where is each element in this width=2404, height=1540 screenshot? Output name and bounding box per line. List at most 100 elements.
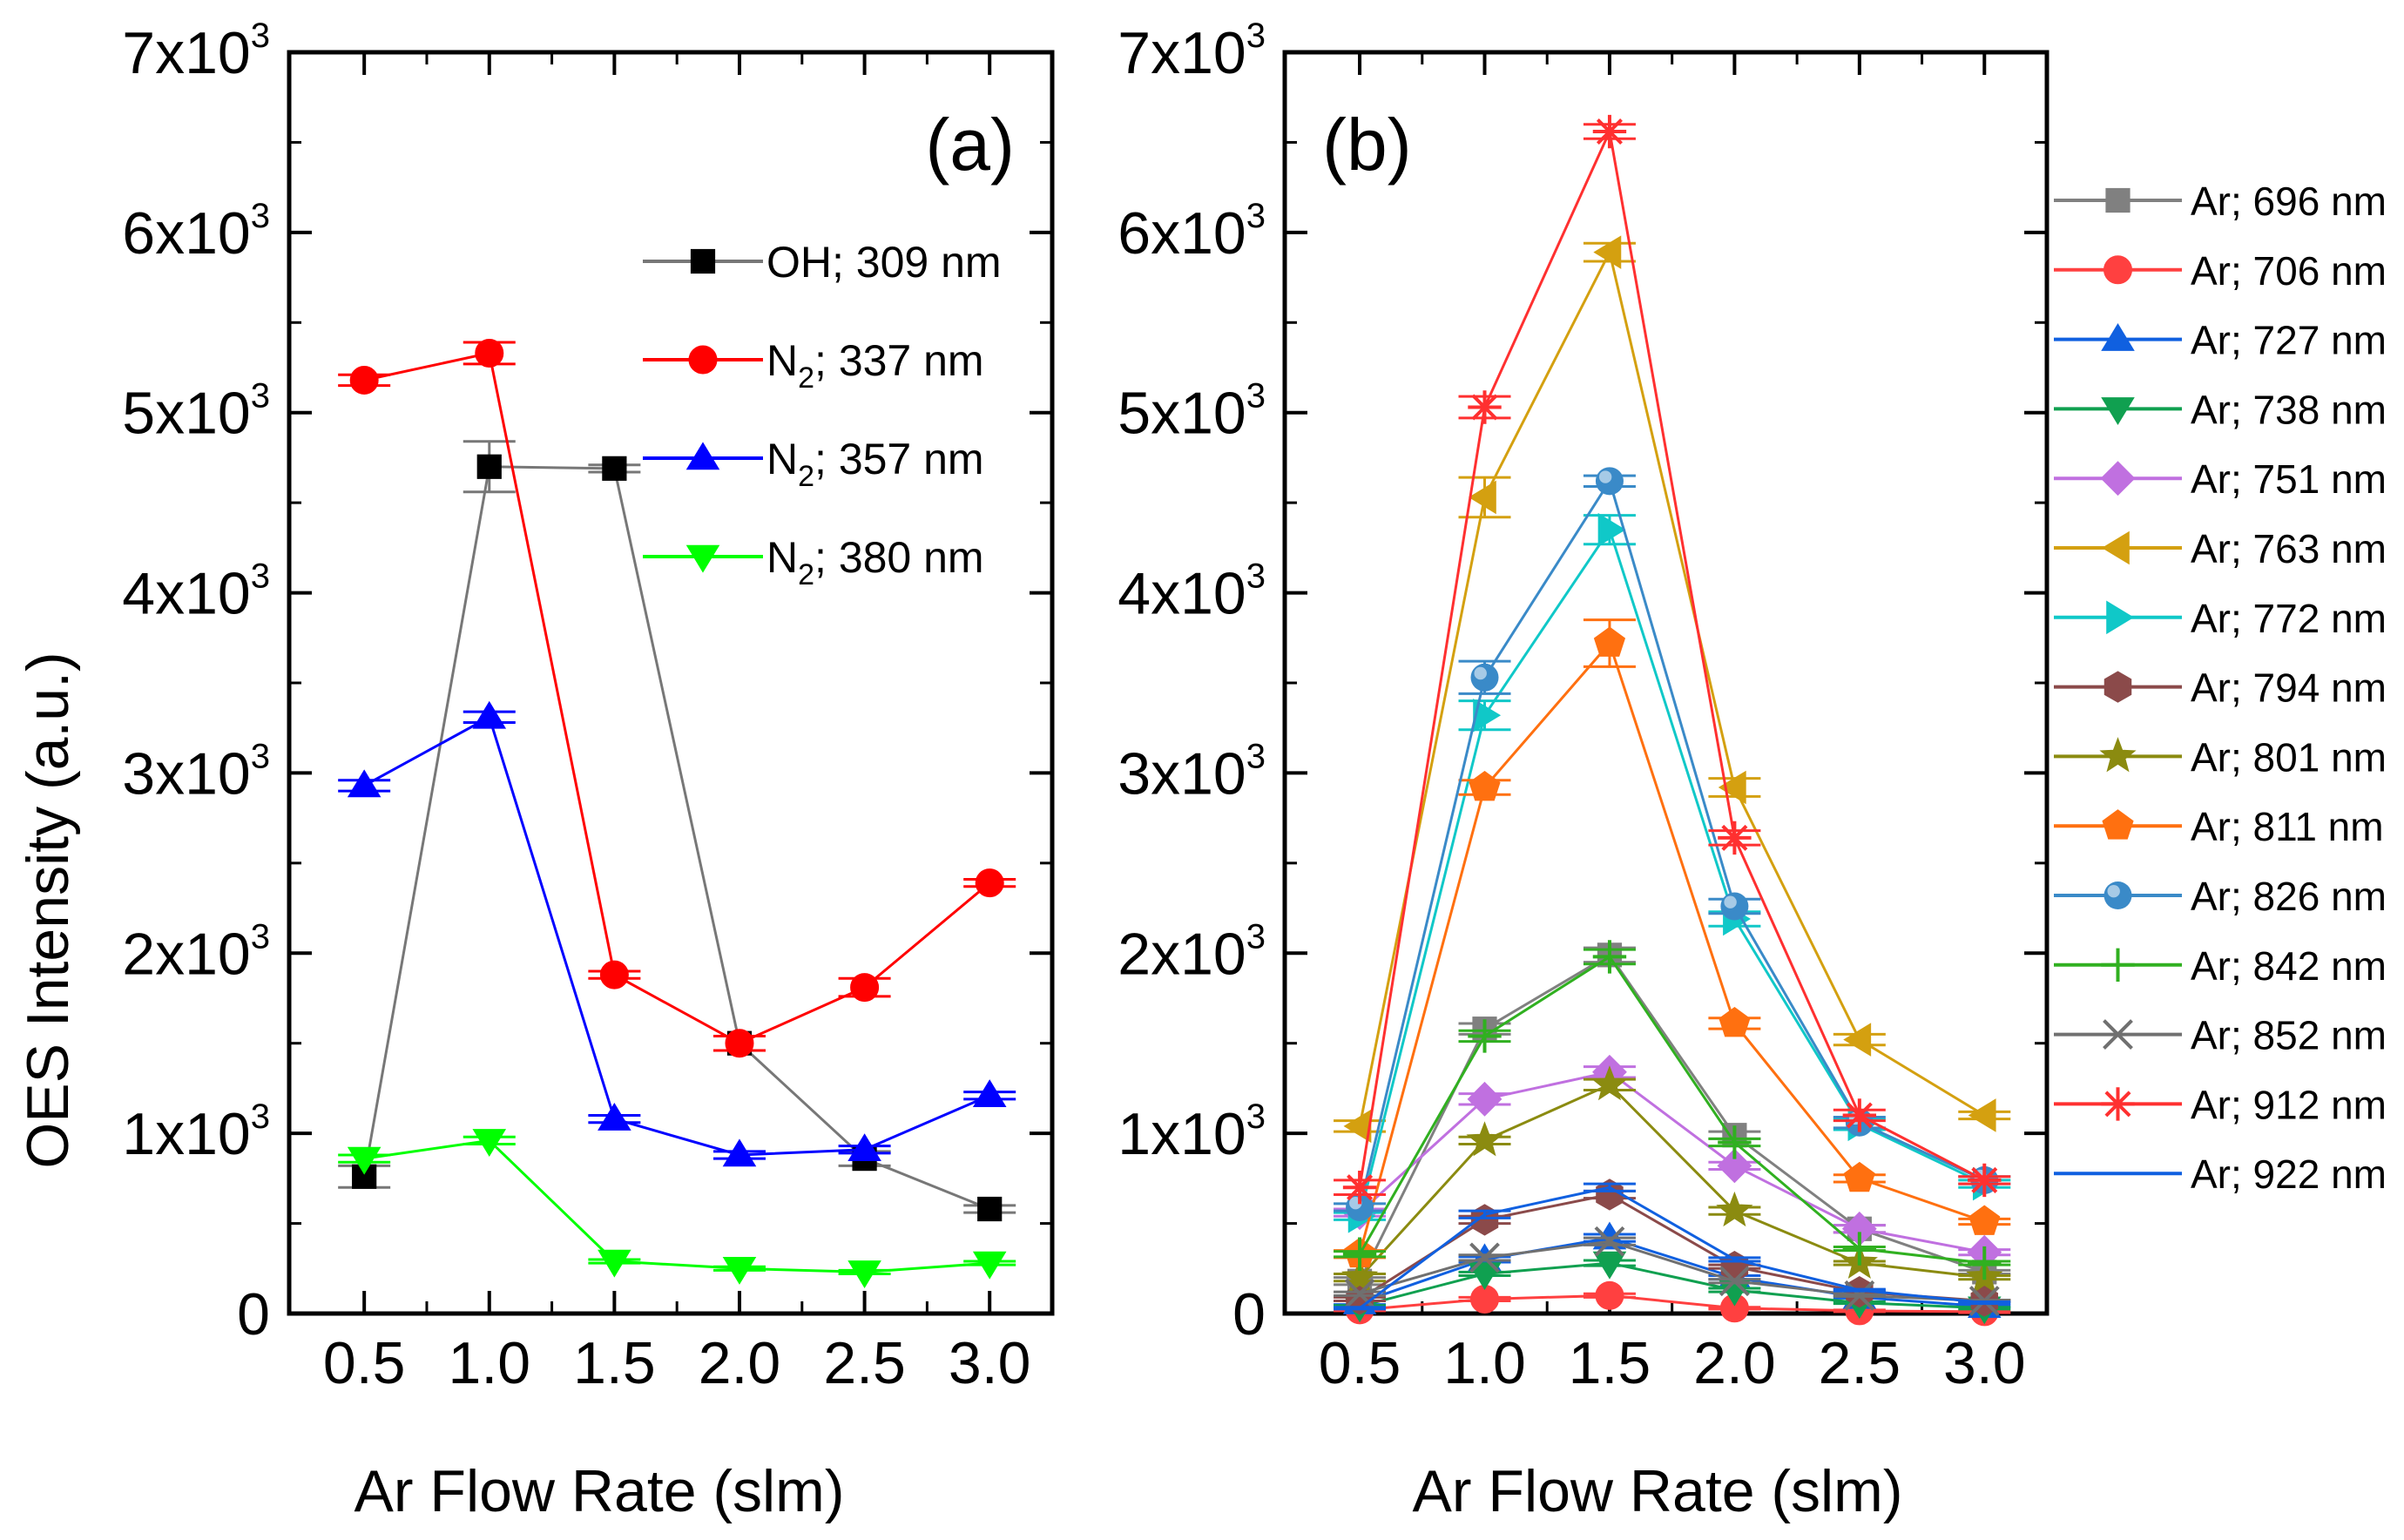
data-point xyxy=(1468,1019,1502,1053)
data-point xyxy=(847,1133,881,1162)
data-point xyxy=(1594,1226,1625,1257)
legend-marker xyxy=(2100,461,2136,496)
x-tick-label: 1.5 xyxy=(1569,1330,1651,1396)
data-point xyxy=(1342,1237,1377,1271)
legend-b: Ar; 696 nm Ar; 706 nm Ar; 727 nm Ar; 738 nm… xyxy=(2054,179,2387,1197)
data-point xyxy=(1342,1171,1377,1205)
data-point xyxy=(472,700,507,729)
data-point xyxy=(1468,480,1496,515)
legend-label: Ar; 922 nm xyxy=(2191,1152,2387,1197)
legend-marker xyxy=(685,442,720,470)
x-tick-label: 0.5 xyxy=(1319,1330,1401,1396)
y-axis-title: OES Intensity (a.u.) xyxy=(15,652,81,1168)
data-point xyxy=(1717,1148,1752,1184)
x-tick-label: 2.5 xyxy=(1819,1330,1901,1396)
data-point xyxy=(1718,770,1746,805)
data-point xyxy=(1597,512,1626,547)
y-tick-label: 0 xyxy=(1232,1281,1266,1348)
data-point xyxy=(1844,1280,1875,1311)
data-point xyxy=(847,1260,881,1288)
legend-label: Ar; 811 nm xyxy=(2191,804,2384,849)
legend-marker xyxy=(2099,737,2137,773)
y-tick-label: 1x103 xyxy=(122,1098,270,1167)
data-point xyxy=(1968,1098,1996,1132)
data-point xyxy=(722,1256,757,1285)
data-point xyxy=(977,1196,1003,1222)
legend-label: Ar; 912 nm xyxy=(2191,1082,2387,1127)
y-tick-label: 6x103 xyxy=(1118,197,1266,267)
legend-marker xyxy=(2101,1087,2135,1121)
error-bar xyxy=(1334,1306,1387,1311)
legend-marker xyxy=(2105,187,2131,213)
x-tick-label: 1.5 xyxy=(573,1330,656,1396)
x-tick-label: 3.0 xyxy=(1943,1330,2026,1396)
legend-label: Ar; 751 nm xyxy=(2191,456,2387,502)
legend-label: Ar; 826 nm xyxy=(2191,874,2387,919)
data-point xyxy=(850,973,880,1003)
data-point xyxy=(1842,1098,1877,1132)
data-point xyxy=(1720,892,1749,921)
panel-b: (b) Ar Flow Rate (slm) 0 1x103 2x103 3x103 4… xyxy=(1118,17,2387,1524)
series-line xyxy=(1358,126,1985,1188)
series-n2-380-nm xyxy=(338,1129,1016,1288)
data-point xyxy=(1593,235,1622,269)
series-ar-826-nm xyxy=(1334,467,2011,1221)
y-tick-label: 3x103 xyxy=(1118,737,1266,807)
panel-label-a: (a) xyxy=(925,104,1015,186)
data-point xyxy=(1593,626,1626,657)
legend-label: Ar; 727 nm xyxy=(2191,318,2387,363)
y-tick-label: 7x103 xyxy=(122,17,270,86)
legend-label: N2; 337 nm xyxy=(766,336,984,395)
series-line xyxy=(363,351,991,1045)
legend-label: Ar; 842 nm xyxy=(2191,943,2387,989)
series-line xyxy=(1359,1071,1985,1254)
x-axis-ticks: 0.5 1.0 1.5 2.0 2.5 3.0 xyxy=(323,52,1031,1396)
y-axis-ticks: 0 1x103 2x103 3x103 4x103 5x103 6x103 7x103 xyxy=(1118,17,2047,1348)
y-tick-label: 2x103 xyxy=(122,917,270,987)
data-point xyxy=(1468,1262,1502,1291)
y-tick-label: 5x103 xyxy=(1118,377,1266,447)
x-tick-label: 2.0 xyxy=(699,1330,781,1396)
x-tick-label: 1.0 xyxy=(1443,1330,1526,1396)
x-axis-ticks: 0.5 1.0 1.5 2.0 2.5 3.0 xyxy=(1319,52,2026,1396)
series-line xyxy=(1358,526,1985,1217)
legend-label: Ar; 706 nm xyxy=(2191,248,2387,294)
error-bar xyxy=(1708,1256,1761,1263)
y-tick-label: 7x103 xyxy=(1118,17,1266,86)
data-point xyxy=(1340,1258,1379,1293)
series-ar-922-nm xyxy=(1334,1182,2011,1311)
legend-label: N2; 380 nm xyxy=(766,533,984,591)
data-point xyxy=(1344,1278,1375,1309)
data-point xyxy=(1467,1081,1502,1117)
legend-label: Ar; 794 nm xyxy=(2191,665,2387,711)
series-line xyxy=(363,715,990,1157)
data-point xyxy=(1590,1065,1629,1101)
legend-marker xyxy=(2101,530,2130,565)
legend-label: Ar; 801 nm xyxy=(2191,734,2387,780)
y-tick-label: 3x103 xyxy=(122,737,270,807)
legend-label: Ar; 763 nm xyxy=(2191,526,2387,571)
series-line xyxy=(1359,1192,1985,1303)
data-point xyxy=(347,769,382,798)
x-tick-label: 1.0 xyxy=(449,1330,531,1396)
legend-marker xyxy=(688,345,718,375)
data-point xyxy=(475,338,504,368)
y-tick-label: 2x103 xyxy=(1118,917,1266,987)
panel-a: OES Intensity (a.u.) (a) Ar Flow Rate (s… xyxy=(15,17,1055,1524)
y-tick-label: 4x103 xyxy=(122,557,270,627)
data-point xyxy=(1842,1232,1877,1266)
series-line xyxy=(1358,248,1986,1127)
y-tick-label: 4x103 xyxy=(1118,557,1266,627)
data-point xyxy=(1469,1242,1500,1273)
data-point xyxy=(476,454,502,479)
legend-marker xyxy=(2101,397,2135,425)
x-axis-title-a: Ar Flow Rate (slm) xyxy=(355,1458,845,1524)
legend-label: Ar; 696 nm xyxy=(2191,179,2387,224)
data-point xyxy=(1470,663,1499,692)
x-tick-label: 3.0 xyxy=(949,1330,1031,1396)
data-point xyxy=(972,1079,1007,1108)
panel-label-b: (b) xyxy=(1322,104,1412,186)
series-ar-912-nm xyxy=(1334,114,2011,1205)
data-point xyxy=(1595,1280,1624,1310)
